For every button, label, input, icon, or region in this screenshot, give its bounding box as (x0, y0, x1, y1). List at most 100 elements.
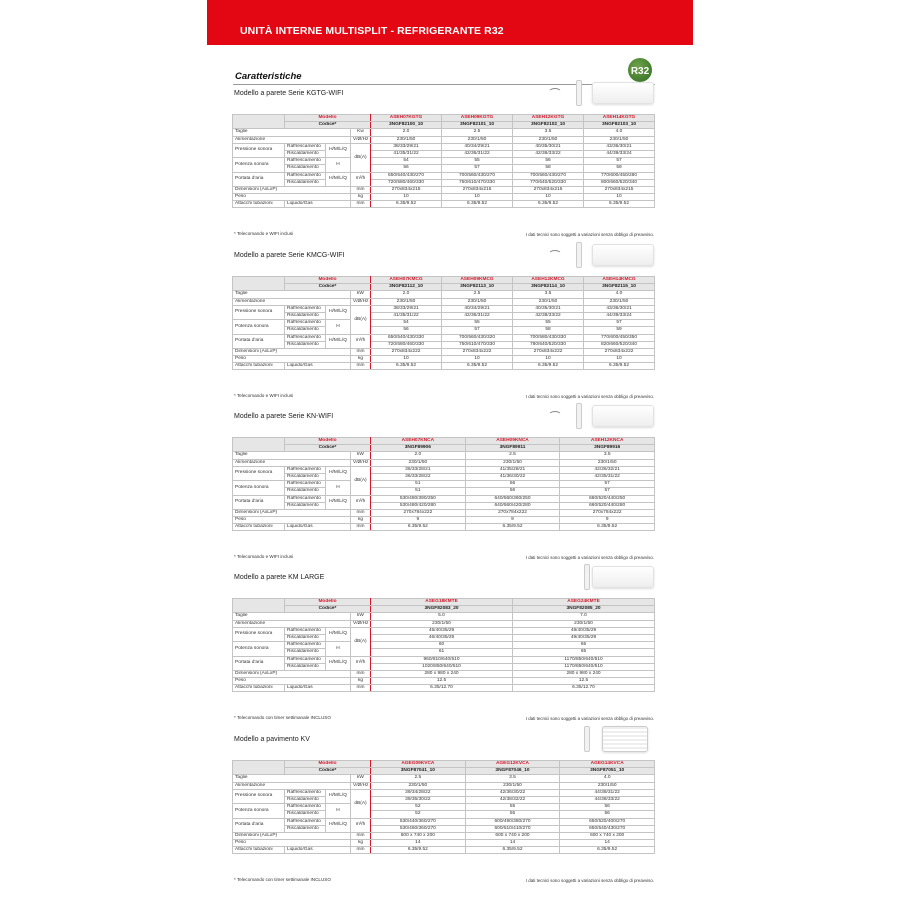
spec-value: 52 (370, 810, 466, 819)
remote-icon (576, 80, 582, 106)
row-label: H/M/L/Q (325, 465, 351, 482)
spec-value: 39/35/30/22 (370, 795, 466, 805)
spec-value: 2.0 (370, 451, 466, 460)
row-label: Riscaldamento (284, 326, 326, 335)
spec-value: 57 (441, 164, 514, 173)
spec-value: 6.35/9.52 (441, 362, 514, 371)
table-row: Riscaldamento 720/580/460/330 750/610/470/… (233, 178, 656, 187)
modello-label: Modello (283, 113, 372, 123)
spec-value: 40/34/29/21 (441, 304, 514, 313)
row-label: kW (349, 612, 372, 621)
spec-value: 56 (512, 157, 585, 166)
row-label: H/M/L/Q (325, 817, 351, 833)
wall-unit-image (592, 405, 654, 427)
row-label: Raffrescamento (284, 157, 326, 166)
table-row: Riscaldamento 36/33/28/22 41/36/30/22 42/35… (233, 472, 655, 482)
spec-value: 6.35/9.52 (559, 523, 655, 532)
row-label: Riscaldamento (284, 795, 326, 805)
table-row: Portata d'aria Raffrescamento H/M/L/Q m³/h 9… (232, 655, 656, 671)
row-label: Alimentazione (232, 458, 351, 467)
spec-value: 230/1/50 (559, 781, 655, 790)
model-name: AGEG12KVCA (464, 759, 561, 769)
row-label: Raffrescamento (284, 655, 326, 664)
row-label: Alimentazione (232, 619, 351, 628)
spec-value: 56 (370, 164, 443, 173)
model-code: 3NGF82114_10 (512, 283, 585, 292)
table-row: Dimensioni (AxLxP) mm 600 x 740 x 200 600 x… (232, 831, 655, 841)
spec-value: 770/600/450/350 (583, 333, 656, 342)
table-row: Riscaldamento 1020/850/640/510 1170/850/64… (233, 662, 656, 671)
table-row: Riscaldamento 41/35/31/22 42/36/31/22 42/38… (233, 311, 656, 321)
model-name: ASEH07KGTG (370, 113, 443, 123)
row-label: H (325, 319, 351, 335)
spec-value: 59 (583, 326, 656, 335)
footnote: * Telecomando con timer settimanale INCL… (234, 715, 331, 720)
row-label: V/Ø/Hz (349, 781, 372, 790)
row-label: Dimensioni (AxLxP) (232, 347, 351, 357)
spec-value: 230/1/50 (559, 458, 655, 467)
spec-value: 57 (583, 319, 656, 328)
divider (233, 84, 655, 85)
model-name: ASEH09KNCA (464, 436, 561, 446)
spec-value: 530/460/360/270 (370, 824, 466, 833)
row-label: Attacchi tubazioni (232, 846, 285, 855)
spec-value: 5.0 (370, 612, 514, 621)
spec-value: 14 (559, 839, 655, 848)
header-banner: UNITÀ INTERNE MULTISPLIT - REFRIGERANTE … (207, 0, 693, 45)
codice-label: Codice* (283, 283, 372, 292)
row-label: kW (349, 451, 372, 460)
row-label: Riscaldamento (284, 340, 326, 349)
table-row: Dimensioni (AxLxP) mm 270x784x222 270x784x2… (232, 508, 655, 518)
page-title: UNITÀ INTERNE MULTISPLIT - REFRIGERANTE … (240, 25, 504, 37)
spec-value: 270x834x222 (583, 347, 656, 357)
spec-value: 36/33/28/21 (370, 465, 466, 474)
product-images (544, 242, 654, 272)
row-label: H (325, 803, 351, 819)
row-label: Riscaldamento (284, 472, 326, 482)
row-label: H (325, 157, 351, 173)
model-name: ASEH09KMCG (441, 275, 514, 285)
row-label: mm (349, 523, 372, 532)
spec-value: 55 (512, 319, 585, 328)
wall-unit-image (592, 82, 654, 104)
spec-value: 230/1/50 (464, 781, 561, 790)
table-row: Alimentazione V/Ø/Hz 230/1/50 230/1/50 230/1… (232, 135, 656, 144)
header-blank (232, 436, 285, 453)
row-label: Alimentazione (232, 135, 351, 144)
spec-value: 10 (583, 355, 656, 364)
spec-table: Modello ASEH07KGTG ASEH09KGTG ASEH12KGTG ASE… (232, 113, 656, 209)
disclaimer: I dati tecnici sono soggetti a variazion… (525, 232, 654, 237)
table-row: Pressione sonora Raffrescamento H/M/L/Q dB(… (232, 304, 656, 335)
model-code: 3NGF87041_10 (370, 767, 466, 776)
row-label: m³/h (349, 171, 372, 187)
row-label: kg (349, 355, 372, 364)
section-heading: Caratteristiche (235, 71, 302, 82)
spec-value: 770/640/520/330 (512, 178, 585, 187)
row-label: Taglie (232, 290, 351, 299)
modello-label: Modello (283, 759, 372, 769)
model-code: 3NGF82113_10 (441, 283, 514, 292)
row-label: Riscaldamento (284, 633, 326, 643)
spec-value: 39/34/28/22 (370, 788, 466, 797)
row-label: kg (349, 677, 372, 686)
model-code: 3NGF89911 (464, 444, 561, 453)
row-label: Pressione sonora (232, 142, 285, 159)
row-label: Portata d'aria (232, 171, 285, 187)
row-label: Riscaldamento (284, 648, 326, 657)
spec-value: 56 (464, 487, 561, 496)
row-label: kW (349, 774, 372, 783)
table-row: Peso kg 14 14 14 (232, 839, 655, 848)
spec-value: 270x784x222 (370, 508, 466, 518)
row-label: mm (349, 669, 372, 679)
row-label: Peso (232, 677, 351, 686)
footnote: * Telecomando e WIFI inclusi (234, 393, 294, 398)
spec-value: 2.5 (441, 128, 514, 137)
spec-value: 270x834x215 (512, 185, 585, 195)
table-row: Pressione sonora Raffrescamento H/M/L/Q dB(… (232, 626, 656, 657)
spec-value: 270x834x215 (441, 185, 514, 195)
row-label: mm (349, 846, 372, 855)
product-images (544, 726, 654, 756)
row-label: Raffrescamento (284, 333, 326, 342)
spec-value: 270x834x222 (441, 347, 514, 357)
spec-value: 40/35/30/21 (512, 142, 585, 151)
